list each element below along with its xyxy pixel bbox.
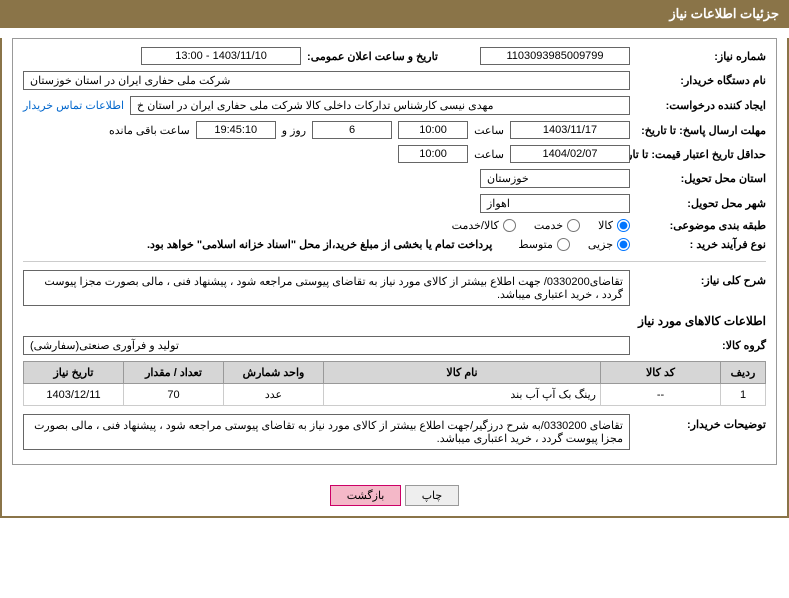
td-unit: عدد (224, 384, 324, 406)
row-price-validity: حداقل تاریخ اعتبار قیمت: تا تاریخ: 1404/… (23, 145, 766, 163)
td-row: 1 (721, 384, 766, 406)
page-title: جزئیات اطلاعات نیاز (669, 6, 779, 21)
need-summary-field: تقاضای0330200/ جهت اطلاع بیشتر از کالای … (23, 270, 630, 306)
reply-deadline-date: 1403/11/17 (510, 121, 630, 139)
row-delivery-city: شهر محل تحویل: اهواز (23, 194, 766, 213)
price-validity-time: 10:00 (398, 145, 468, 163)
row-category: طبقه بندی موضوعی: کالا خدمت کالا/خدمت (23, 219, 766, 232)
goods-group-label: گروه کالا: (636, 339, 766, 352)
requester-field: مهدی نیسی کارشناس تدارکات داخلی کالا شرک… (130, 96, 630, 115)
row-buyer-notes: توضیحات خریدار: تقاضای 0330200/به شرح در… (23, 414, 766, 450)
goods-group-field: تولید و فرآوری صنعتی(سفارشی) (23, 336, 630, 355)
radio-minor-input[interactable] (617, 238, 630, 251)
buyer-contact-link[interactable]: اطلاعات تماس خریدار (23, 99, 124, 112)
td-date: 1403/12/11 (24, 384, 124, 406)
td-qty: 70 (124, 384, 224, 406)
print-button[interactable]: چاپ (405, 485, 460, 506)
th-name: نام کالا (324, 362, 601, 384)
reply-deadline-label: مهلت ارسال پاسخ: تا تاریخ: (636, 124, 766, 137)
back-button[interactable]: بازگشت (330, 485, 402, 506)
days-count: 6 (312, 121, 392, 139)
td-code: -- (601, 384, 721, 406)
main-container: شماره نیاز: 1103093985009799 تاریخ و ساع… (0, 38, 789, 518)
table-header-row: ردیف کد کالا نام کالا واحد شمارش تعداد /… (24, 362, 766, 384)
time-remaining-label: ساعت باقی مانده (109, 124, 190, 137)
need-number-field: 1103093985009799 (480, 47, 630, 65)
need-number-label: شماره نیاز: (636, 50, 766, 63)
radio-medium-input[interactable] (557, 238, 570, 251)
goods-table: ردیف کد کالا نام کالا واحد شمارش تعداد /… (23, 361, 766, 406)
radio-medium[interactable]: متوسط (518, 238, 570, 251)
announce-datetime-field: 1403/11/10 - 13:00 (141, 47, 301, 65)
time-label-1: ساعت (474, 124, 504, 137)
buyer-org-label: نام دستگاه خریدار: (636, 74, 766, 87)
radio-service-input[interactable] (567, 219, 580, 232)
row-need-summary: شرح کلی نیاز: تقاضای0330200/ جهت اطلاع ب… (23, 270, 766, 306)
purchase-type-label: نوع فرآیند خرید : (636, 238, 766, 251)
table-row: 1 -- رینگ بک آپ آب بند عدد 70 1403/12/11 (24, 384, 766, 406)
price-validity-label: حداقل تاریخ اعتبار قیمت: تا تاریخ: (636, 148, 766, 161)
reply-deadline-time: 10:00 (398, 121, 468, 139)
radio-goods-service[interactable]: کالا/خدمت (452, 219, 516, 232)
th-row: ردیف (721, 362, 766, 384)
delivery-province-field: خوزستان (480, 169, 630, 188)
td-name: رینگ بک آپ آب بند (324, 384, 601, 406)
radio-goods-service-input[interactable] (503, 219, 516, 232)
buyer-notes-label: توضیحات خریدار: (636, 414, 766, 431)
row-reply-deadline: مهلت ارسال پاسخ: تا تاریخ: 1403/11/17 سا… (23, 121, 766, 139)
page-header: جزئیات اطلاعات نیاز (0, 0, 789, 28)
delivery-city-field: اهواز (480, 194, 630, 213)
th-date: تاریخ نیاز (24, 362, 124, 384)
category-label: طبقه بندی موضوعی: (636, 219, 766, 232)
row-delivery-province: استان محل تحویل: خوزستان (23, 169, 766, 188)
radio-minor[interactable]: جزیی (588, 238, 630, 251)
row-purchase-type: نوع فرآیند خرید : جزیی متوسط پرداخت تمام… (23, 238, 766, 251)
row-buyer-org: نام دستگاه خریدار: شرکت ملی حفاری ایران … (23, 71, 766, 90)
purchase-note: پرداخت تمام یا بخشی از مبلغ خرید،از محل … (147, 238, 492, 251)
row-goods-group: گروه کالا: تولید و فرآوری صنعتی(سفارشی) (23, 336, 766, 355)
buyer-notes-field: تقاضای 0330200/به شرح درزگیر/جهت اطلاع ب… (23, 414, 630, 450)
th-qty: تعداد / مقدار (124, 362, 224, 384)
th-code: کد کالا (601, 362, 721, 384)
radio-goods-input[interactable] (617, 219, 630, 232)
row-requester: ایجاد کننده درخواست: مهدی نیسی کارشناس ت… (23, 96, 766, 115)
price-validity-date: 1404/02/07 (510, 145, 630, 163)
days-and-label: روز و (282, 124, 306, 137)
time-label-2: ساعت (474, 148, 504, 161)
time-remaining: 19:45:10 (196, 121, 276, 139)
requester-label: ایجاد کننده درخواست: (636, 99, 766, 112)
delivery-city-label: شهر محل تحویل: (636, 197, 766, 210)
need-summary-label: شرح کلی نیاز: (636, 270, 766, 287)
buyer-org-field: شرکت ملی حفاری ایران در استان خوزستان (23, 71, 630, 90)
delivery-province-label: استان محل تحویل: (636, 172, 766, 185)
button-row: چاپ بازگشت (2, 475, 787, 516)
announce-datetime-label: تاریخ و ساعت اعلان عمومی: (307, 50, 438, 63)
purchase-type-radio-group: جزیی متوسط (518, 238, 630, 251)
radio-service[interactable]: خدمت (534, 219, 580, 232)
radio-goods[interactable]: کالا (598, 219, 630, 232)
details-panel: شماره نیاز: 1103093985009799 تاریخ و ساع… (12, 38, 777, 465)
th-unit: واحد شمارش (224, 362, 324, 384)
goods-info-title: اطلاعات کالاهای مورد نیاز (23, 314, 766, 328)
category-radio-group: کالا خدمت کالا/خدمت (452, 219, 630, 232)
row-need-number: شماره نیاز: 1103093985009799 تاریخ و ساع… (23, 47, 766, 65)
